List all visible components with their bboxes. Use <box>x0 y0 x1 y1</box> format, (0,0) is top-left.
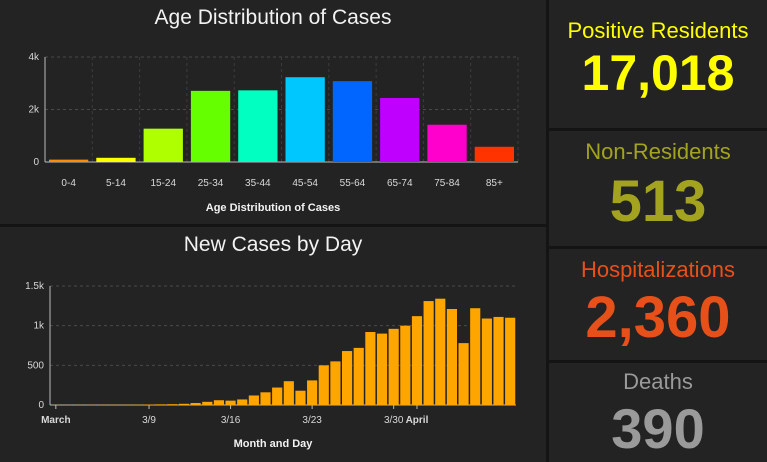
x-tick-label: 15-24 <box>150 178 176 189</box>
x-tick-label: 55-64 <box>340 178 366 189</box>
bar[interactable] <box>213 400 224 405</box>
bar[interactable] <box>109 404 120 406</box>
bar[interactable] <box>49 159 89 162</box>
x-tick-label: March <box>41 415 70 426</box>
bar[interactable] <box>330 361 341 405</box>
new-cases-panel: New Cases by Day 0 500 1k 1.5k March 3/9 3/16 3… <box>0 227 546 462</box>
bar[interactable] <box>427 124 467 162</box>
x-tick-label: 5-14 <box>106 178 126 189</box>
bar[interactable] <box>474 146 514 162</box>
bar[interactable] <box>458 343 469 405</box>
bar[interactable] <box>342 351 353 405</box>
positive-residents-card[interactable]: Positive Residents 17,018 <box>549 0 767 128</box>
bar[interactable] <box>167 404 178 405</box>
x-tick-label: 3/16 <box>221 415 241 426</box>
non-residents-card[interactable]: Non-Residents 513 <box>549 131 767 246</box>
bar[interactable] <box>74 404 85 406</box>
y-tick-label: 2k <box>28 105 40 116</box>
new-cases-by-day-chart[interactable]: 0 500 1k 1.5k March 3/9 3/16 3/23 3/30 April <box>0 227 546 462</box>
x-tick-label: April <box>406 415 429 426</box>
bar[interactable] <box>85 404 96 406</box>
y-tick-label: 4k <box>28 52 40 63</box>
age-chart-x-axis-title: Age Distribution of Cases <box>205 202 341 214</box>
bar[interactable] <box>225 400 236 405</box>
bar[interactable] <box>260 392 271 405</box>
bar[interactable] <box>283 381 294 405</box>
bar[interactable] <box>237 399 248 405</box>
bar[interactable] <box>493 316 504 405</box>
bar[interactable] <box>318 365 329 405</box>
bar[interactable] <box>155 404 166 405</box>
age-distribution-chart[interactable]: 0 2k 4k 0-4 5-14 15-24 25-34 35-44 45-54 55-64 65-… <box>0 0 546 224</box>
bar[interactable] <box>238 90 278 162</box>
bar[interactable] <box>365 332 376 405</box>
x-tick-label: 65-74 <box>387 178 413 189</box>
bar[interactable] <box>446 309 457 405</box>
non-residents-label: Non-Residents <box>585 139 731 164</box>
x-tick-label: 35-44 <box>245 178 271 189</box>
deaths-card[interactable]: Deaths 390 <box>549 363 767 462</box>
bar[interactable] <box>481 318 492 405</box>
bar[interactable] <box>285 77 325 162</box>
bar[interactable] <box>423 301 434 405</box>
bar[interactable] <box>307 380 318 405</box>
x-tick-label: 3/23 <box>302 415 322 426</box>
non-residents-value: 513 <box>609 169 707 234</box>
bar[interactable] <box>332 81 373 162</box>
bar[interactable] <box>411 316 423 405</box>
bar[interactable] <box>272 387 283 405</box>
bar[interactable] <box>248 395 259 405</box>
bar[interactable] <box>388 328 399 405</box>
y-tick-label: 0 <box>33 157 39 168</box>
daily-chart-x-axis-title: Month and Day <box>233 438 313 450</box>
bar[interactable] <box>380 97 420 162</box>
age-distribution-panel: Age Distribution of Cases 0 2k 4k 0-4 5-14 15… <box>0 0 546 224</box>
hospitalizations-value: 2,360 <box>585 285 731 350</box>
bar[interactable] <box>178 403 190 405</box>
bar[interactable] <box>202 401 213 405</box>
bar[interactable] <box>376 333 388 405</box>
bar[interactable] <box>505 317 516 405</box>
positive-residents-value: 17,018 <box>581 45 735 101</box>
deaths-label: Deaths <box>623 369 693 394</box>
bar[interactable] <box>400 325 411 405</box>
x-tick-label: 3/9 <box>142 415 156 426</box>
bar[interactable] <box>353 347 364 405</box>
y-tick-label: 1.5k <box>25 281 45 292</box>
bar[interactable] <box>97 404 108 406</box>
y-tick-label: 1k <box>33 321 45 332</box>
hospitalizations-card[interactable]: Hospitalizations 2,360 <box>549 249 767 360</box>
bar[interactable] <box>120 404 131 406</box>
y-tick-label: 0 <box>38 400 44 411</box>
bar[interactable] <box>470 308 481 405</box>
daily-chart-title: New Cases by Day <box>183 233 363 256</box>
x-tick-label: 85+ <box>486 178 503 189</box>
x-tick-label: 3/30 <box>384 415 404 426</box>
bar[interactable] <box>143 128 183 162</box>
y-tick-label: 500 <box>27 360 44 371</box>
bar[interactable] <box>143 404 155 406</box>
bar[interactable] <box>295 390 306 405</box>
deaths-value: 390 <box>611 397 705 460</box>
bar[interactable] <box>190 90 231 162</box>
x-tick-label: 45-54 <box>292 178 318 189</box>
bar[interactable] <box>435 298 446 405</box>
bar[interactable] <box>190 403 201 405</box>
hospitalizations-label: Hospitalizations <box>580 257 736 282</box>
x-tick-label: 75-84 <box>434 178 460 189</box>
bar[interactable] <box>132 404 143 406</box>
bar[interactable] <box>62 404 73 406</box>
age-chart-title: Age Distribution of Cases <box>154 6 392 29</box>
x-tick-label: 0-4 <box>61 178 76 189</box>
positive-residents-label: Positive Residents <box>567 18 749 43</box>
bar[interactable] <box>96 157 136 162</box>
x-tick-label: 25-34 <box>198 178 224 189</box>
